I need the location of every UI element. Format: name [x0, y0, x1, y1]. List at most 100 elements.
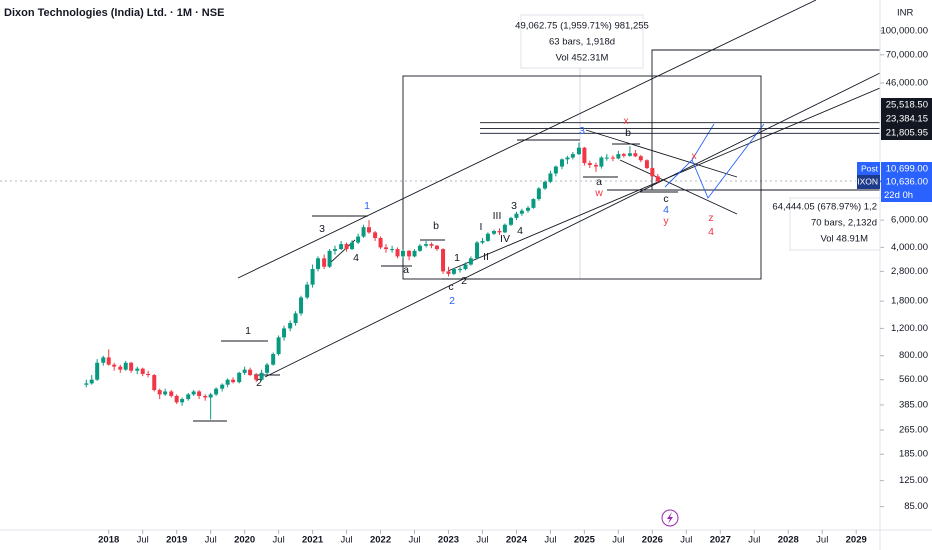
candle-body — [339, 244, 344, 250]
wave-label: 3 — [579, 125, 585, 137]
price-tag-bg — [857, 162, 880, 176]
y-tick-label: 46,000.00 — [886, 78, 928, 89]
candle-body — [480, 240, 485, 243]
x-tick-label: 2029 — [846, 535, 867, 546]
candle-body — [446, 271, 451, 274]
wave-label: IV — [500, 233, 510, 245]
x-tick-label: 2027 — [710, 535, 731, 546]
wave-label: 2 — [449, 295, 455, 307]
wave-label: 1 — [454, 252, 460, 264]
candle-body — [299, 297, 304, 314]
x-tick-label: Jul — [544, 535, 556, 546]
y-tick-label: 2,800.00 — [891, 266, 928, 277]
candle-body — [400, 250, 405, 257]
alert-icon[interactable] — [661, 509, 679, 527]
candle-body — [220, 384, 225, 389]
candle-body — [344, 244, 349, 250]
y-tick-label: 1,200.00 — [891, 323, 928, 334]
candle-body — [548, 173, 553, 182]
measure-box: 49,062.75 (1,959.71%) 981,255 63 bars, 1… — [515, 14, 649, 69]
candle-body — [140, 368, 145, 374]
candle-body — [621, 154, 626, 156]
y-tick-label: 185.00 — [899, 449, 928, 460]
measure-text: Vol 48.91M — [820, 234, 868, 245]
candle-body — [610, 157, 615, 159]
measure-text: 63 bars, 1,918d — [549, 37, 615, 48]
wave-label: x — [691, 150, 697, 162]
candle-body — [509, 217, 514, 225]
measure-text: 64,444.05 (678.97%) 1,2 — [772, 202, 877, 213]
wave-label: w — [594, 187, 603, 199]
axes: 100,000.00 70,000.00 46,000.00 6,000.00 4,00… — [98, 25, 932, 546]
measure-box: 64,444.05 (678.97%) 1,2 70 bars, 2,132d … — [772, 197, 881, 251]
candle-body — [604, 157, 609, 159]
candle-body — [361, 227, 366, 237]
candle-body — [593, 165, 598, 167]
x-tick-label: Jul — [273, 535, 285, 546]
projection — [691, 123, 765, 199]
y-tick-label: 265.00 — [899, 425, 928, 436]
x-tick-label: 2019 — [166, 535, 187, 546]
candle-body — [526, 207, 530, 211]
y-tick-label: 125.00 — [899, 475, 928, 486]
candle-body — [412, 250, 417, 257]
x-tick-label: 2018 — [98, 535, 119, 546]
candle-body — [135, 368, 140, 371]
wedge-line — [619, 159, 738, 215]
x-tick-label: 2026 — [642, 535, 663, 546]
wave-label: c — [448, 281, 453, 293]
wave-label: b — [433, 220, 439, 232]
wave-label: c — [663, 193, 668, 205]
candle-body — [356, 236, 361, 243]
candle-body — [458, 269, 463, 271]
x-tick-label: 2023 — [438, 535, 459, 546]
candle-body — [242, 369, 247, 373]
candle-body — [463, 264, 468, 270]
candle-body — [492, 231, 497, 234]
candle-body — [497, 231, 502, 233]
x-tick-label: 2021 — [302, 535, 324, 546]
x-tick-label: Jul — [680, 535, 692, 546]
candle-body — [197, 391, 202, 396]
drawings — [0, 0, 880, 422]
candle-body — [531, 199, 536, 208]
candle-body — [84, 383, 89, 385]
candle-body — [378, 237, 383, 248]
candle-body — [174, 395, 179, 403]
y-tick-label: 6,000.00 — [891, 215, 928, 226]
wave-label: 4 — [663, 204, 669, 216]
candle-body — [366, 227, 371, 233]
countdown-bg — [881, 189, 932, 202]
countdown: 22d 0h — [884, 190, 913, 201]
candle-body — [231, 379, 236, 383]
candle-body — [180, 399, 185, 403]
y-tick-label: 85.00 — [904, 501, 928, 512]
candle-body — [644, 160, 649, 169]
candle-body — [157, 390, 162, 395]
candle-body — [633, 153, 638, 157]
candle-body — [502, 224, 507, 233]
candle-body — [305, 284, 310, 298]
candle-body — [514, 213, 519, 218]
wave-label: III — [493, 210, 502, 222]
currency: INR — [897, 8, 914, 19]
candle-body — [424, 244, 429, 246]
price-tag-name: Post — [861, 163, 879, 173]
wave-label: z — [708, 212, 713, 224]
price-level-tag — [881, 126, 932, 140]
range-box — [402, 75, 762, 280]
candle-body — [576, 147, 581, 155]
candle-body — [350, 242, 354, 250]
candle-body — [237, 372, 242, 383]
x-tick-label: Jul — [340, 535, 352, 546]
candle-body — [434, 245, 439, 250]
wave-label: 1 — [364, 200, 370, 212]
alert-icon-bolt[interactable] — [667, 512, 673, 524]
x-tick-label: Jul — [816, 535, 828, 546]
x-tick-label: Jul — [137, 535, 149, 546]
x-tick-label: Jul — [408, 535, 420, 546]
candle-body — [536, 188, 541, 200]
y-tick-label: 560.00 — [899, 374, 928, 385]
candle-body — [276, 337, 281, 355]
candle-body — [106, 357, 111, 365]
